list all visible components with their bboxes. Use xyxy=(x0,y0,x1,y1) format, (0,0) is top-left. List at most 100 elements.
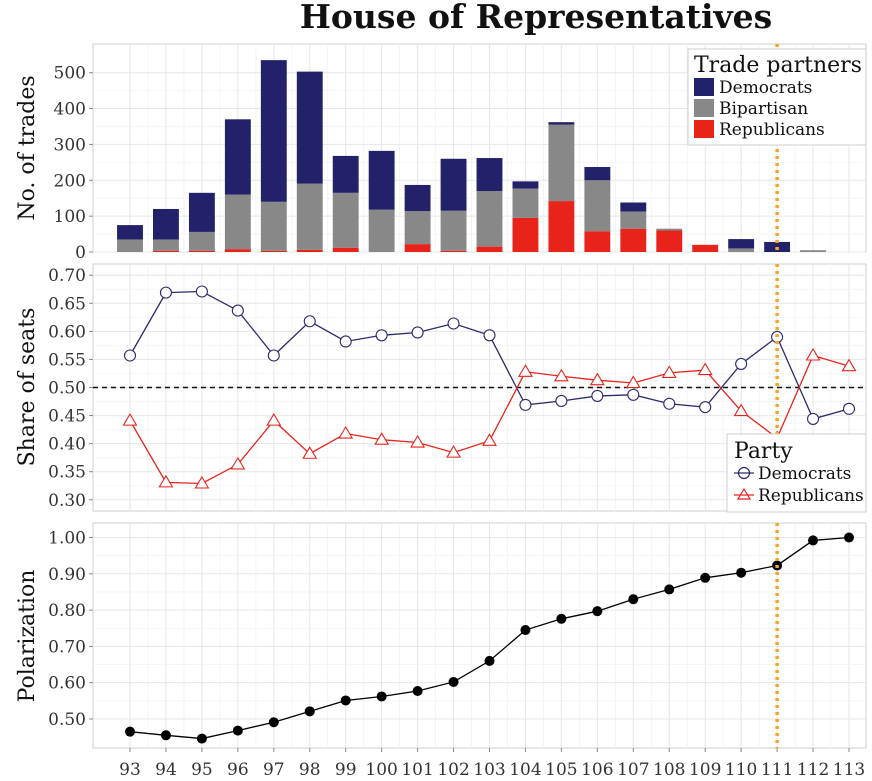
point-polarization xyxy=(376,691,387,702)
point-republicans xyxy=(625,375,641,389)
point-polarization xyxy=(304,706,315,717)
bar-republicans xyxy=(584,231,611,252)
y-axis-label: Share of seats xyxy=(15,308,40,467)
x-tick-label: 95 xyxy=(191,760,213,780)
bar-republicans xyxy=(224,249,251,252)
bar-bipartisan xyxy=(260,201,287,251)
point-democrats xyxy=(159,286,172,299)
bar-bipartisan xyxy=(332,192,359,248)
point-republicans xyxy=(805,347,821,361)
point-polarization xyxy=(592,606,603,617)
y-tick-label: 0.50 xyxy=(48,710,86,730)
party-legend-democrats: Democrats xyxy=(758,464,851,484)
x-tick-label: 104 xyxy=(509,760,541,780)
point-republicans xyxy=(589,372,605,386)
point-republicans xyxy=(122,413,138,426)
point-democrats xyxy=(339,335,352,348)
y-tick-label: 0 xyxy=(75,243,86,263)
y-tick-label: 0.60 xyxy=(48,322,86,342)
x-tick-label: 106 xyxy=(581,760,613,780)
bar-bipartisan xyxy=(800,250,826,252)
y-tick-label: 0.40 xyxy=(48,435,86,455)
y-tick-label: 300 xyxy=(54,135,86,155)
point-republicans xyxy=(661,365,677,378)
point-democrats xyxy=(231,304,244,317)
bar-republicans xyxy=(188,250,215,252)
point-republicans xyxy=(517,364,533,377)
bar-democrats xyxy=(728,239,755,249)
x-tick-label: 100 xyxy=(365,760,397,780)
x-tick-label: 96 xyxy=(227,760,249,780)
point-republicans xyxy=(482,433,497,446)
y-tick-label: 0.45 xyxy=(48,407,86,427)
point-polarization xyxy=(700,572,711,583)
point-republicans xyxy=(446,445,462,458)
legend-label-democrats: Democrats xyxy=(719,78,812,98)
y-tick-label: 0.80 xyxy=(48,601,86,621)
bar-bipartisan xyxy=(656,228,683,231)
y-axis-label: Polarization xyxy=(15,570,40,703)
x-tick-label: 108 xyxy=(653,760,685,780)
party-legend-title: Party xyxy=(734,439,793,464)
point-polarization xyxy=(808,535,819,546)
bar-democrats xyxy=(584,167,611,181)
legend-label-bipartisan: Bipartisan xyxy=(719,99,808,119)
bar-democrats xyxy=(188,192,215,232)
bar-democrats xyxy=(332,155,359,193)
x-tick-label: 93 xyxy=(119,760,141,780)
bar-democrats xyxy=(620,202,647,212)
point-democrats xyxy=(267,349,280,362)
y-tick-label: 200 xyxy=(54,171,86,191)
bar-democrats xyxy=(117,225,143,240)
point-democrats xyxy=(842,402,856,415)
congress-x-axis: 93 94 95 96 97 98 99 100 101 102 103 104 105 106 107 10… xyxy=(119,748,865,780)
bar-republicans xyxy=(404,244,431,252)
y-tick-label: 0.90 xyxy=(48,565,86,585)
x-tick-label: 103 xyxy=(473,760,505,780)
panel-frame xyxy=(92,522,867,749)
point-polarization xyxy=(448,676,459,687)
point-republicans xyxy=(374,432,390,445)
bar-bipartisan xyxy=(153,239,179,251)
x-tick-label: 94 xyxy=(155,760,177,780)
bar-bipartisan xyxy=(440,210,467,251)
bar-republicans xyxy=(620,228,647,252)
point-polarization xyxy=(268,717,279,728)
bar-bipartisan xyxy=(404,211,431,245)
y-axis-label: No. of trades xyxy=(15,75,40,220)
point-democrats xyxy=(555,394,568,408)
bar-democrats xyxy=(548,122,575,125)
bar-bipartisan xyxy=(368,209,395,252)
bar-democrats xyxy=(296,71,323,184)
x-tick-label: 111 xyxy=(761,760,793,780)
point-republicans xyxy=(697,362,713,376)
polarization-panel: 0.50 0.60 0.70 0.80 0.90 1.00 Polarization xyxy=(15,522,867,749)
point-republicans xyxy=(158,474,174,488)
y-tick-label: 0.65 xyxy=(48,294,86,314)
bar-bipartisan xyxy=(476,191,503,247)
bar-bipartisan xyxy=(224,194,251,250)
bar-republicans xyxy=(153,250,179,252)
x-tick-label: 107 xyxy=(617,760,649,780)
point-democrats xyxy=(483,329,496,342)
point-democrats xyxy=(303,315,316,328)
bar-democrats xyxy=(260,60,287,202)
x-tick-label: 101 xyxy=(401,760,433,780)
point-democrats xyxy=(195,285,208,298)
bar-bipartisan xyxy=(728,248,755,252)
bar-republicans xyxy=(260,250,287,252)
x-tick-label: 105 xyxy=(545,760,577,780)
bar-republicans xyxy=(656,230,683,252)
point-republicans xyxy=(841,358,857,372)
point-democrats xyxy=(735,357,748,370)
bar-democrats xyxy=(476,158,503,192)
bar-democrats xyxy=(440,158,467,211)
point-polarization xyxy=(520,625,531,636)
point-polarization xyxy=(340,695,351,706)
y-tick-label: 500 xyxy=(54,64,86,84)
bar-republicans xyxy=(476,246,503,252)
trade-partners-legend: Trade partners Democrats Bipartisan Repu… xyxy=(687,48,867,146)
bar-democrats xyxy=(368,150,395,210)
x-tick-label: 110 xyxy=(725,760,757,780)
